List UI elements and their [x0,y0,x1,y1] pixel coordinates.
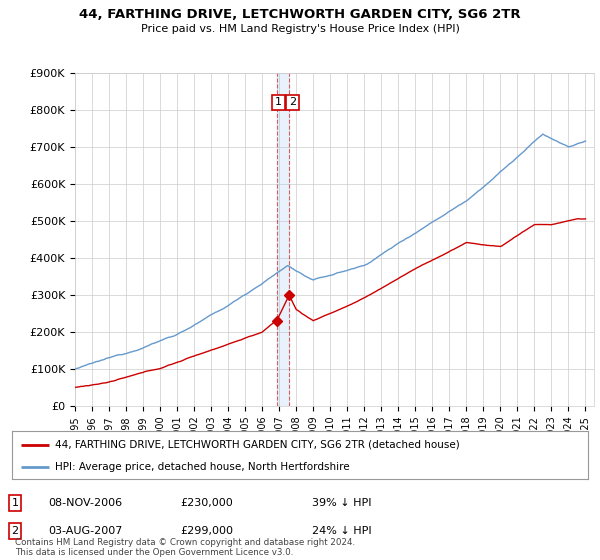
Text: 2: 2 [11,526,19,536]
Text: 1: 1 [275,97,282,108]
Text: £230,000: £230,000 [180,498,233,508]
Text: 44, FARTHING DRIVE, LETCHWORTH GARDEN CITY, SG6 2TR: 44, FARTHING DRIVE, LETCHWORTH GARDEN CI… [79,8,521,21]
Text: HPI: Average price, detached house, North Hertfordshire: HPI: Average price, detached house, Nort… [55,462,350,472]
Text: £299,000: £299,000 [180,526,233,536]
Bar [277,73,289,406]
Text: 2: 2 [289,97,296,108]
Text: 39% ↓ HPI: 39% ↓ HPI [312,498,371,508]
Text: 1: 1 [11,498,19,508]
Text: 24% ↓ HPI: 24% ↓ HPI [312,526,371,536]
Text: 08-NOV-2006: 08-NOV-2006 [48,498,122,508]
Text: 44, FARTHING DRIVE, LETCHWORTH GARDEN CITY, SG6 2TR (detached house): 44, FARTHING DRIVE, LETCHWORTH GARDEN CI… [55,440,460,450]
Text: Price paid vs. HM Land Registry's House Price Index (HPI): Price paid vs. HM Land Registry's House … [140,24,460,34]
Text: 03-AUG-2007: 03-AUG-2007 [48,526,122,536]
Text: Contains HM Land Registry data © Crown copyright and database right 2024.
This d: Contains HM Land Registry data © Crown c… [15,538,355,557]
